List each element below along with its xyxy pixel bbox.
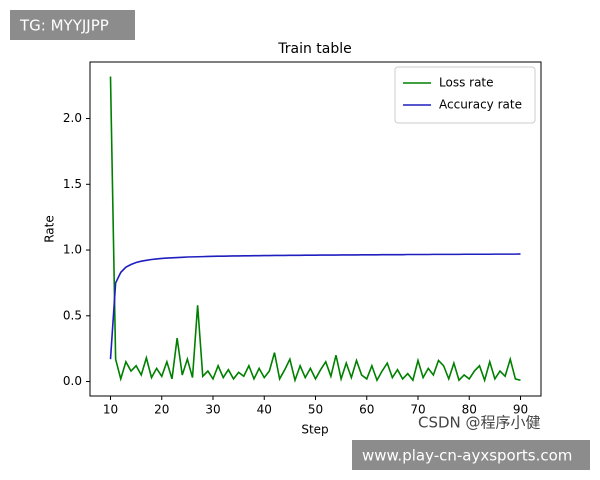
tag-box — [10, 10, 135, 40]
legend-box — [394, 66, 536, 124]
data-line — [109, 253, 521, 360]
credit-text: CSDN @程序小健 — [418, 414, 541, 432]
x-axis-label: Step — [301, 423, 328, 437]
tag-text: TG: MYYJJPP — [19, 17, 109, 35]
x-tick-label: 30 — [205, 403, 220, 417]
chart-title: Train table — [277, 41, 352, 57]
x-tick-label: 50 — [308, 403, 323, 417]
url-box — [352, 440, 590, 470]
y-tick-label: 2.0 — [63, 111, 82, 125]
y-axis-label: Rate — [43, 215, 57, 243]
x-tick-label: 90 — [513, 403, 528, 417]
x-tick-label: 20 — [154, 403, 169, 417]
x-tick-label: 10 — [103, 403, 118, 417]
url-text: www.play-cn-ayxsports.com — [362, 447, 572, 465]
data-line — [109, 76, 521, 384]
x-tick-label: 60 — [359, 403, 374, 417]
y-tick-label: 0.0 — [63, 374, 82, 388]
x-tick-label: 80 — [462, 403, 477, 417]
x-tick-label: 40 — [257, 403, 272, 417]
y-tick-label: 0.5 — [63, 308, 82, 322]
y-tick-label: 1.0 — [63, 243, 82, 257]
legend-label: Accuracy rate — [439, 98, 522, 112]
legend-label: Loss rate — [439, 76, 494, 90]
y-tick-label: 1.5 — [63, 177, 82, 191]
x-tick-label: 70 — [410, 403, 425, 417]
